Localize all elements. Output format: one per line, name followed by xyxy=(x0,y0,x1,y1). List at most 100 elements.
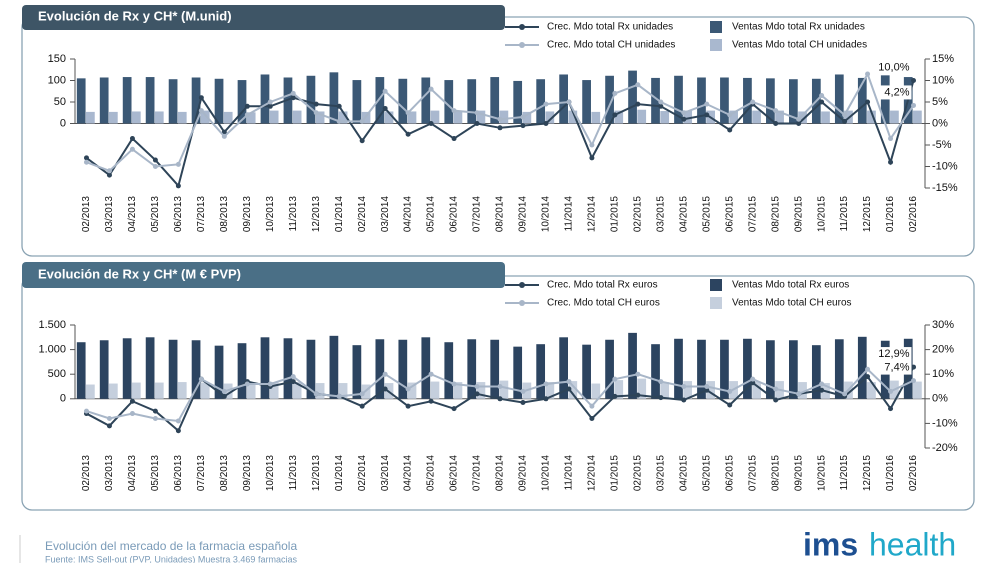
bar xyxy=(108,383,118,399)
bar xyxy=(375,339,385,399)
bar xyxy=(421,337,431,399)
bar xyxy=(752,110,761,124)
point xyxy=(865,71,871,77)
bar xyxy=(890,110,899,124)
point xyxy=(888,136,894,142)
x-tick-label: 06/2015 xyxy=(724,455,735,492)
bar xyxy=(499,110,509,124)
y-tick-label: 500 xyxy=(48,368,66,380)
legend-point xyxy=(519,24,525,30)
legend-label: Ventas Mdo total Rx euros xyxy=(732,280,849,291)
point xyxy=(175,161,181,167)
bar xyxy=(536,79,546,124)
bar xyxy=(260,74,270,124)
bar xyxy=(683,110,693,124)
x-tick-label: 11/2014 xyxy=(564,455,575,491)
x-tick-label: 03/2015 xyxy=(655,196,666,233)
point xyxy=(888,406,894,412)
legend-label: Crec. Mdo total CH unidades xyxy=(547,40,675,51)
x-tick-label: 07/2014 xyxy=(472,196,483,233)
bar xyxy=(398,78,408,124)
bar xyxy=(384,111,394,124)
bar xyxy=(766,340,775,399)
point xyxy=(566,386,572,392)
point xyxy=(566,379,572,385)
point xyxy=(152,408,158,414)
point xyxy=(313,110,319,116)
point xyxy=(635,392,641,398)
point xyxy=(635,101,641,107)
value-label: 10,0% xyxy=(878,61,909,73)
x-tick-label: 03/2013 xyxy=(104,455,115,492)
point xyxy=(520,114,526,120)
point xyxy=(382,88,388,94)
point xyxy=(474,391,480,397)
y2-tick-label: 20% xyxy=(932,344,954,356)
logo-health: health xyxy=(869,526,956,562)
x-tick-label: 05/2013 xyxy=(150,196,161,233)
legend-point xyxy=(519,300,525,306)
bar xyxy=(154,111,164,124)
bar xyxy=(453,382,463,399)
point xyxy=(221,133,227,139)
bar xyxy=(315,111,325,124)
point xyxy=(336,103,342,109)
x-tick-label: 11/2015 xyxy=(839,196,850,232)
x-tick-label: 05/2014 xyxy=(426,196,437,233)
x-tick-label: 01/2014 xyxy=(334,196,345,233)
point xyxy=(773,108,779,114)
point xyxy=(405,131,411,137)
bar xyxy=(637,378,647,399)
point xyxy=(888,159,894,165)
point xyxy=(175,183,181,189)
point xyxy=(359,391,365,397)
x-tick-label: 06/2013 xyxy=(173,196,184,233)
x-tick-label: 01/2016 xyxy=(885,455,896,492)
point xyxy=(911,378,917,384)
bar xyxy=(789,79,798,124)
point xyxy=(428,371,434,377)
x-tick-label: 12/2015 xyxy=(862,455,873,492)
bar xyxy=(798,111,807,124)
point xyxy=(313,101,319,107)
y2-tick-label: 30% xyxy=(932,319,954,331)
point xyxy=(290,379,296,385)
x-tick-label: 11/2014 xyxy=(564,196,575,232)
point xyxy=(152,164,158,169)
bar xyxy=(834,74,844,124)
x-tick-label: 08/2013 xyxy=(219,196,230,233)
point xyxy=(727,388,733,394)
point xyxy=(658,99,664,105)
x-tick-label: 10/2015 xyxy=(816,455,827,492)
bar xyxy=(223,111,233,124)
value-label: 4,2% xyxy=(884,86,909,98)
bar xyxy=(191,340,201,399)
x-tick-label: 02/2014 xyxy=(357,455,368,492)
y2-tick-label: -20% xyxy=(932,442,958,454)
x-tick-label: 04/2015 xyxy=(678,196,689,233)
point xyxy=(589,142,595,148)
point xyxy=(267,381,273,387)
point xyxy=(198,108,204,114)
x-tick-label: 09/2014 xyxy=(518,455,529,492)
x-tick-label: 07/2015 xyxy=(747,455,758,492)
legend-label: Ventas Mdo total CH unidades xyxy=(732,40,867,51)
point xyxy=(543,101,549,107)
bar xyxy=(131,111,141,124)
bar xyxy=(214,78,224,124)
point xyxy=(451,108,457,114)
x-tick-label: 07/2015 xyxy=(747,196,758,233)
bar xyxy=(76,78,86,124)
point xyxy=(428,398,434,404)
x-tick-label: 08/2014 xyxy=(495,455,506,492)
x-tick-label: 10/2015 xyxy=(816,196,827,233)
point xyxy=(658,103,664,109)
bar xyxy=(237,343,247,399)
bar xyxy=(352,80,362,124)
bar xyxy=(490,339,500,399)
bar xyxy=(269,110,279,124)
x-tick-label: 04/2014 xyxy=(403,196,414,233)
bar xyxy=(177,382,187,399)
bar xyxy=(568,110,578,124)
bar xyxy=(545,111,555,124)
